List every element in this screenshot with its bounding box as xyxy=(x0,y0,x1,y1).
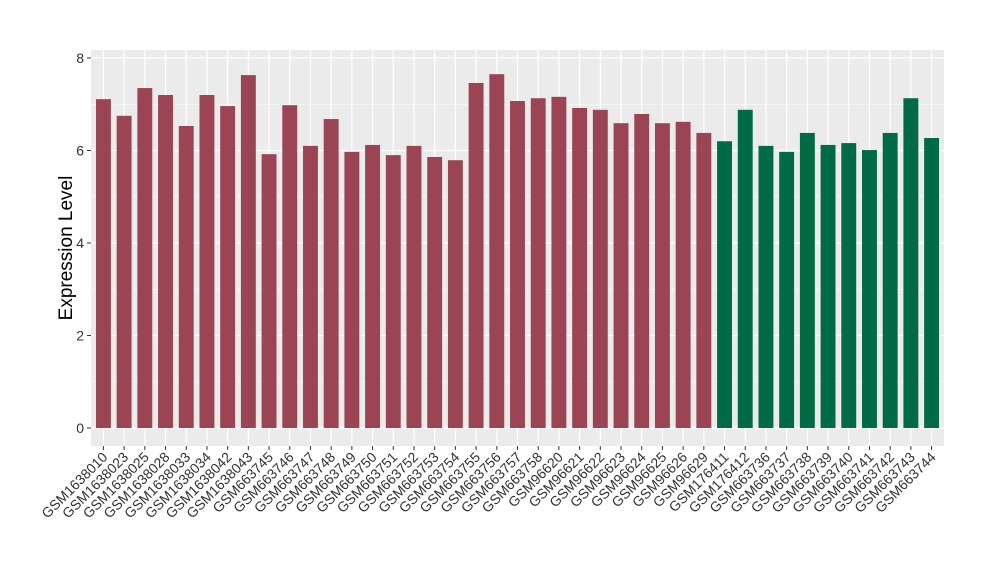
bar-GSM176411 xyxy=(717,141,732,428)
bar-GSM1638025 xyxy=(137,88,153,428)
bar-GSM663750 xyxy=(365,144,381,428)
bar-GSM663737 xyxy=(779,151,795,428)
bar-GSM663752 xyxy=(406,145,422,428)
y-axis: 0 2 4 6 8 xyxy=(76,50,91,436)
bar-GSM663741 xyxy=(862,150,877,428)
y-axis-label: Expression Level xyxy=(56,176,77,321)
bar-GSM663751 xyxy=(385,155,401,428)
bar-GSM1638028 xyxy=(158,95,173,428)
bar-GSM663738 xyxy=(799,132,815,429)
bar-GSM96624 xyxy=(634,113,650,429)
x-axis: GSM1638010GSM1638023GSM1638025GSM1638028… xyxy=(38,446,939,521)
bar-GSM1638034 xyxy=(199,95,215,428)
bar-GSM1638033 xyxy=(178,125,194,429)
bar-GSM663758 xyxy=(530,98,546,429)
bar-GSM96625 xyxy=(654,123,670,429)
bar-GSM663746 xyxy=(282,105,298,429)
bar-GSM1638010 xyxy=(95,99,111,428)
bar-GSM1638023 xyxy=(116,115,132,428)
bar-GSM96622 xyxy=(592,109,608,429)
bar-GSM663753 xyxy=(427,156,443,428)
bar-GSM663739 xyxy=(820,144,836,428)
bar-GSM1638042 xyxy=(220,106,236,428)
bar-GSM176412 xyxy=(737,109,753,429)
bar-GSM663740 xyxy=(841,143,857,428)
y-tick-label: 6 xyxy=(76,143,84,159)
bar-GSM663744 xyxy=(924,138,940,428)
bar-GSM96629 xyxy=(696,132,712,429)
y-tick-label: 8 xyxy=(76,50,84,66)
bar-GSM663756 xyxy=(489,74,505,428)
y-tick-label: 2 xyxy=(76,328,84,344)
bar-GSM663736 xyxy=(758,145,774,428)
bar-GSM663754 xyxy=(447,160,463,428)
bar-GSM663749 xyxy=(344,151,360,428)
bar-GSM663745 xyxy=(261,154,277,428)
y-tick-label: 0 xyxy=(76,420,84,436)
y-tick-label: 4 xyxy=(76,235,84,251)
bar-GSM663757 xyxy=(510,101,525,428)
bar-GSM96623 xyxy=(613,123,629,429)
bar-GSM96626 xyxy=(675,121,691,428)
bar-GSM663755 xyxy=(468,82,484,428)
bar-GSM96621 xyxy=(572,107,588,428)
bar-GSM663742 xyxy=(882,132,898,429)
bars xyxy=(95,74,940,429)
bar-GSM663748 xyxy=(323,119,339,429)
bar-GSM663747 xyxy=(303,145,318,428)
bar-GSM1638043 xyxy=(240,75,256,429)
bar-GSM96620 xyxy=(551,96,567,428)
bar-GSM663743 xyxy=(903,98,919,429)
